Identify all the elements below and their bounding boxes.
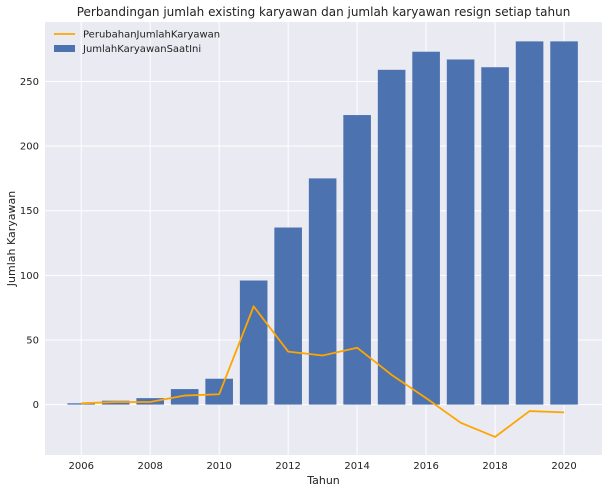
bar-layer: [67, 41, 578, 405]
bar-2012: [274, 227, 302, 405]
line-layer: [81, 305, 565, 438]
legend-bar-swatch: [54, 45, 75, 52]
bar-2006: [67, 403, 96, 405]
chart-title: Perbandingan jumlah existing karyawan da…: [77, 5, 571, 19]
bar-2010: [205, 378, 233, 405]
bar-2013: [308, 178, 337, 405]
legend-label-perubahan: PerubahanJumlahKaryawan: [83, 30, 220, 41]
bar-2016: [412, 51, 440, 405]
bar-2019: [515, 41, 544, 405]
x-tick-label: 2018: [482, 461, 507, 472]
x-tick-label: 2014: [344, 461, 369, 472]
bar-2018: [481, 67, 509, 405]
bar-2011: [239, 280, 268, 405]
x-tick-label: 2006: [68, 461, 93, 472]
bar-2020: [550, 41, 578, 405]
x-tick-label: 2012: [275, 461, 300, 472]
x-tick-label: 2016: [413, 461, 438, 472]
x-tick-label: 2020: [551, 461, 576, 472]
y-tick-label: 0: [33, 400, 39, 411]
bar-2009: [170, 389, 199, 405]
x-tick-label: 2008: [137, 461, 162, 472]
x-axis-label: Tahun: [306, 474, 340, 487]
y-tick-label: 150: [20, 206, 39, 217]
tick-layer: 2006 2008 2010 2012 2014 2016 2018 2020 0 50 100 15…: [20, 77, 577, 472]
y-tick-label: 100: [20, 271, 39, 282]
bar-2017: [446, 59, 475, 405]
y-tick-label: 200: [20, 142, 39, 153]
legend: PerubahanJumlahKaryawan JumlahKaryawanSa…: [54, 30, 220, 55]
bar-2014: [343, 115, 371, 405]
y-tick-label: 250: [20, 77, 39, 88]
x-tick-label: 2010: [206, 461, 231, 472]
y-axis-label: Jumlah Karyawan: [5, 191, 18, 287]
y-tick-label: 50: [26, 335, 39, 346]
legend-label-jumlah: JumlahKaryawanSaatIni: [82, 44, 201, 55]
bar-2015: [377, 69, 406, 405]
